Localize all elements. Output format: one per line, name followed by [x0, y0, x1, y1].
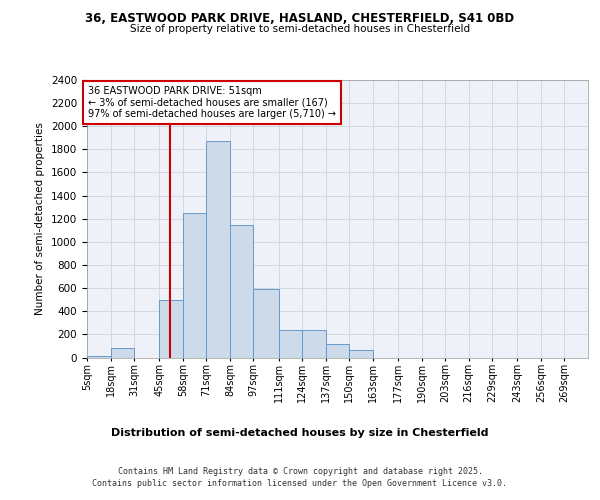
- Text: Size of property relative to semi-detached houses in Chesterfield: Size of property relative to semi-detach…: [130, 24, 470, 34]
- Text: 36 EASTWOOD PARK DRIVE: 51sqm
← 3% of semi-detached houses are smaller (167)
97%: 36 EASTWOOD PARK DRIVE: 51sqm ← 3% of se…: [88, 86, 336, 119]
- Bar: [183, 213, 206, 358]
- Text: Contains public sector information licensed under the Open Government Licence v3: Contains public sector information licen…: [92, 479, 508, 488]
- Y-axis label: Number of semi-detached properties: Number of semi-detached properties: [35, 122, 46, 315]
- Bar: [253, 290, 279, 358]
- Text: 36, EASTWOOD PARK DRIVE, HASLAND, CHESTERFIELD, S41 0BD: 36, EASTWOOD PARK DRIVE, HASLAND, CHESTE…: [85, 12, 515, 26]
- Bar: [302, 330, 326, 357]
- Bar: [160, 300, 183, 358]
- Bar: [230, 224, 253, 358]
- Bar: [87, 356, 110, 358]
- Text: Distribution of semi-detached houses by size in Chesterfield: Distribution of semi-detached houses by …: [111, 428, 489, 438]
- Bar: [326, 344, 349, 358]
- Bar: [279, 330, 302, 357]
- Text: Contains HM Land Registry data © Crown copyright and database right 2025.: Contains HM Land Registry data © Crown c…: [118, 468, 482, 476]
- Bar: [349, 350, 373, 358]
- Bar: [206, 142, 230, 358]
- Bar: [110, 348, 134, 358]
